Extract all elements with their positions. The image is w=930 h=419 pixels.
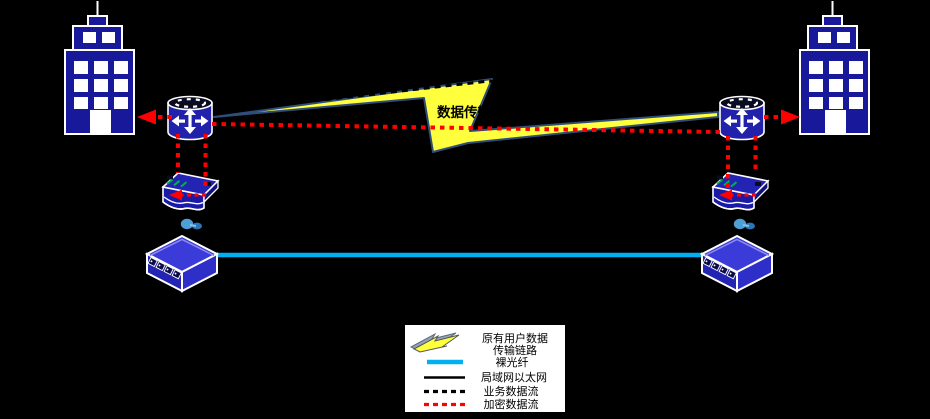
building-right-icon xyxy=(799,0,870,135)
service-flow-line xyxy=(215,79,719,114)
encryptor-left-icon xyxy=(161,171,220,212)
legend: 原有用户数据 传输链路 裸光纤 局域网以太网 业务数据流 加密数据流 xyxy=(403,323,567,414)
encrypted-flow-lines xyxy=(156,115,781,191)
legend-label-service-data-flow: 业务数据流 xyxy=(484,384,539,398)
legend-label-user-data-link-1: 原有用户数据 xyxy=(482,331,548,345)
legend-label-bare-fiber: 裸光纤 xyxy=(496,355,529,369)
router-left-icon xyxy=(166,95,214,141)
connector-right-icon xyxy=(732,217,756,231)
legend-label-lan-ethernet: 局域网以太网 xyxy=(481,371,547,384)
switch-left-icon xyxy=(146,235,218,292)
connector-left-icon xyxy=(179,217,203,231)
arrowhead-to-left-building xyxy=(137,109,156,125)
encryptor-right-icon xyxy=(711,171,770,212)
legend-label-encrypted-data-flow: 加密数据流 xyxy=(484,397,539,411)
switch-right-icon xyxy=(701,235,773,292)
lightning-bolt xyxy=(213,78,719,153)
legend-label-user-data-link-2: 传输链路 xyxy=(493,343,537,357)
arrowhead-to-right-building xyxy=(781,109,800,125)
router-right-icon xyxy=(718,95,766,141)
legend-lightning-icon xyxy=(409,332,460,353)
bolt-label: 数据传输 xyxy=(437,104,491,120)
building-left-icon xyxy=(64,0,135,135)
